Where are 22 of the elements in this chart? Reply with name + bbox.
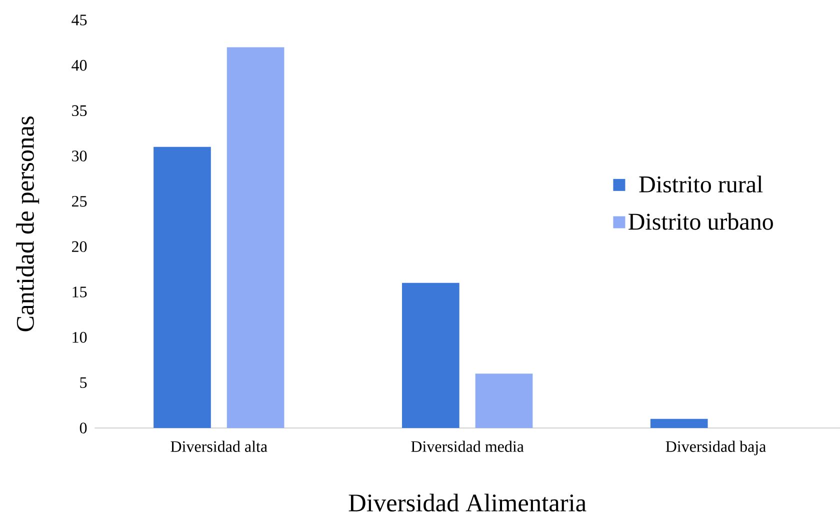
y-tick-label: 5	[80, 378, 87, 388]
bar	[226, 47, 284, 428]
y-tick-label: 45	[72, 14, 87, 26]
bar	[650, 419, 708, 428]
y-tick-label: 10	[72, 332, 87, 343]
x-axis-title: Diversidad Alimentaria	[348, 494, 586, 512]
y-tick-label: 30	[72, 150, 87, 162]
bar	[402, 283, 460, 428]
y-tick-label: 25	[72, 196, 87, 207]
y-axis-title: Cantidad de personas	[16, 116, 40, 332]
y-tick-label: 15	[72, 286, 87, 298]
x-tick-label: Diversidad alta	[170, 440, 268, 452]
y-tick-label: 20	[72, 241, 87, 252]
bar	[475, 374, 533, 428]
x-tick-label: Diversidad baja	[666, 440, 766, 456]
x-tick-label: Diversidad media	[411, 440, 524, 452]
y-tick-label: 0	[80, 422, 87, 434]
legend-label: Distrito urbano	[628, 213, 773, 230]
legend-label: Distrito rural	[639, 176, 763, 193]
y-tick-label: 40	[72, 60, 87, 71]
bar	[154, 147, 211, 428]
y-tick-label: 35	[72, 105, 87, 116]
